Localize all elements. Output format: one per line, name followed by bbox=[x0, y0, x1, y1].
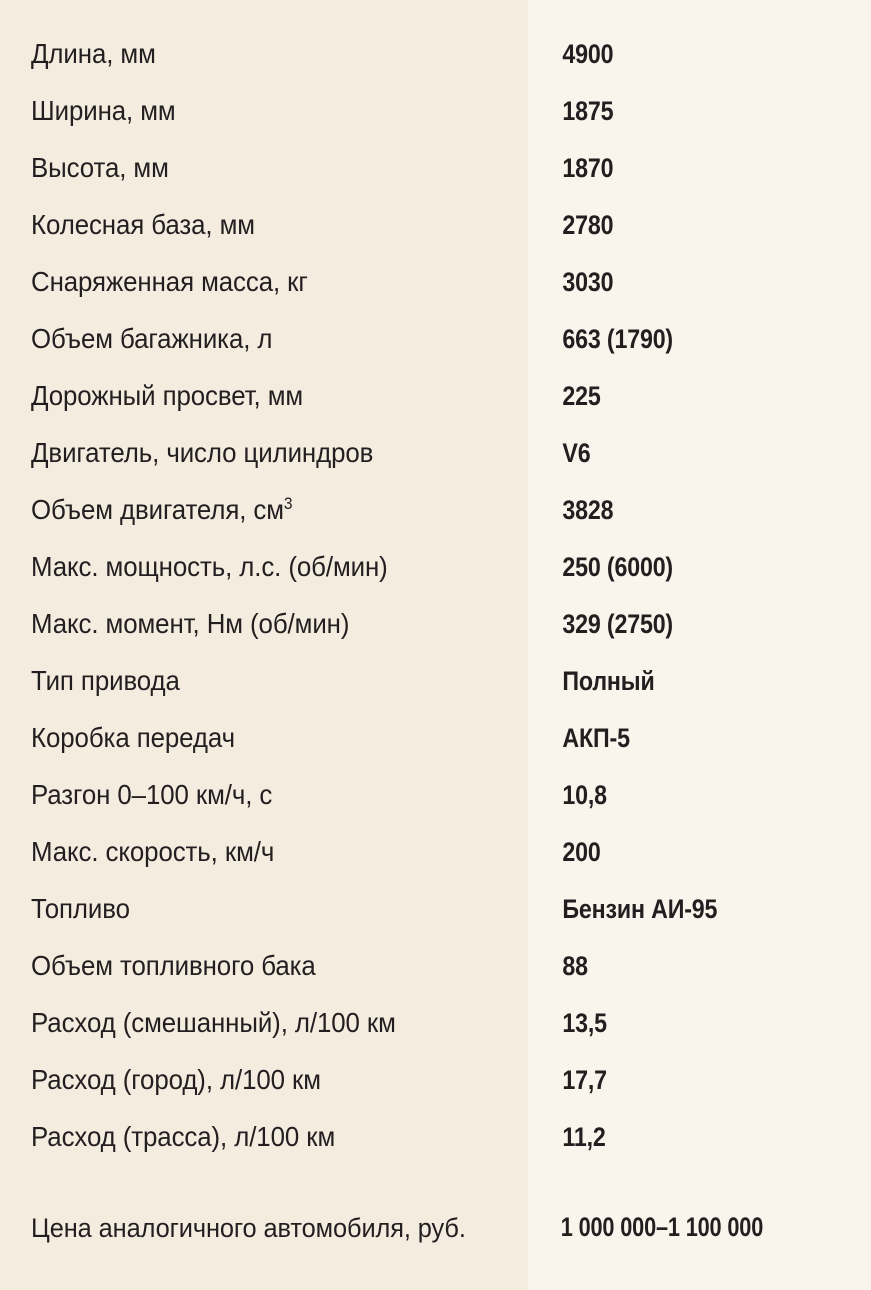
spec-value: 10,8 bbox=[562, 780, 607, 810]
spec-value: 17,7 bbox=[562, 1065, 607, 1095]
spec-label: Объем двигателя, см3 bbox=[31, 494, 293, 525]
spec-value: Полный bbox=[562, 666, 655, 696]
spec-value: 225 bbox=[562, 381, 601, 411]
spec-label: Макс. момент, Нм (об/мин) bbox=[31, 608, 350, 639]
table-row: Коробка передач АКП-5 bbox=[0, 709, 871, 766]
table-row: Расход (смешанный), л/100 км 13,5 bbox=[0, 994, 871, 1051]
table-row: Высота, мм 1870 bbox=[0, 139, 871, 196]
spec-value: 4900 bbox=[562, 39, 614, 69]
spec-label: Макс. скорость, км/ч bbox=[31, 836, 275, 867]
table-row: Колесная база, мм 2780 bbox=[0, 196, 871, 253]
spec-value: 3030 bbox=[562, 267, 614, 297]
spec-label: Макс. мощность, л.с. (об/мин) bbox=[31, 551, 388, 582]
spec-value: 3828 bbox=[562, 495, 614, 525]
spec-label: Колесная база, мм bbox=[31, 209, 255, 240]
spec-value: 11,2 bbox=[562, 1122, 606, 1152]
table-row: Цена аналогичного автомобиля, руб. 1 000 … bbox=[0, 1179, 871, 1274]
table-row: Объем двигателя, см3 3828 bbox=[0, 481, 871, 538]
spec-label: Длина, мм bbox=[31, 38, 156, 69]
spec-label: Высота, мм bbox=[31, 152, 169, 183]
spec-value: 88 bbox=[562, 951, 588, 981]
table-row: Расход (трасса), л/100 км 11,2 bbox=[0, 1108, 871, 1165]
table-row: Макс. момент, Нм (об/мин) 329 (2750) bbox=[0, 595, 871, 652]
table-row: Тип привода Полный bbox=[0, 652, 871, 709]
spec-label: Расход (город), л/100 км bbox=[31, 1064, 321, 1095]
table-row: Разгон 0–100 км/ч, с 10,8 bbox=[0, 766, 871, 823]
spec-value: 329 (2750) bbox=[562, 609, 674, 639]
spec-label: Коробка передач bbox=[31, 722, 235, 753]
spec-label: Расход (смешанный), л/100 км bbox=[31, 1007, 396, 1038]
spec-value: АКП-5 bbox=[562, 723, 630, 753]
spec-value: 250 (6000) bbox=[562, 552, 674, 582]
spec-value: 1 000 000–1 100 000 bbox=[560, 1211, 764, 1242]
table-row: Дорожный просвет, мм 225 bbox=[0, 367, 871, 424]
spec-label: Дорожный просвет, мм bbox=[31, 380, 304, 411]
spec-value: 1875 bbox=[562, 96, 614, 126]
table-row: Макс. скорость, км/ч 200 bbox=[0, 823, 871, 880]
spec-value: Бензин АИ-95 bbox=[562, 894, 718, 924]
spec-value: V6 bbox=[562, 438, 591, 468]
spec-value: 200 bbox=[562, 837, 601, 867]
table-row: Топливо Бензин АИ-95 bbox=[0, 880, 871, 937]
table-row: Объем топливного бака 88 bbox=[0, 937, 871, 994]
spec-value: 2780 bbox=[562, 210, 614, 240]
spec-value: 13,5 bbox=[562, 1008, 607, 1038]
table-row: Объем багажника, л 663 (1790) bbox=[0, 310, 871, 367]
spec-value: 663 (1790) bbox=[562, 324, 674, 354]
spec-label: Разгон 0–100 км/ч, с bbox=[31, 779, 273, 810]
spec-label: Объем топливного бака bbox=[31, 950, 316, 981]
spec-value: 1870 bbox=[562, 153, 614, 183]
spec-label: Тип привода bbox=[31, 665, 180, 696]
spec-label: Снаряженная масса, кг bbox=[31, 266, 308, 297]
table-row: Длина, мм 4900 bbox=[0, 25, 871, 82]
table-row: Макс. мощность, л.с. (об/мин) 250 (6000) bbox=[0, 538, 871, 595]
spec-label: Ширина, мм bbox=[31, 95, 176, 126]
table-row: Ширина, мм 1875 bbox=[0, 82, 871, 139]
table-row: Снаряженная масса, кг 3030 bbox=[0, 253, 871, 310]
table-row: Расход (город), л/100 км 17,7 bbox=[0, 1051, 871, 1108]
spec-label: Двигатель, число цилиндров bbox=[31, 437, 374, 468]
spec-label: Цена аналогичного автомобиля, руб. bbox=[31, 1213, 466, 1244]
spec-label: Топливо bbox=[31, 893, 130, 924]
spec-label: Расход (трасса), л/100 км bbox=[31, 1121, 336, 1152]
table-row: Двигатель, число цилиндров V6 bbox=[0, 424, 871, 481]
row-spacer bbox=[0, 1165, 871, 1179]
spec-label: Объем багажника, л bbox=[31, 323, 273, 354]
